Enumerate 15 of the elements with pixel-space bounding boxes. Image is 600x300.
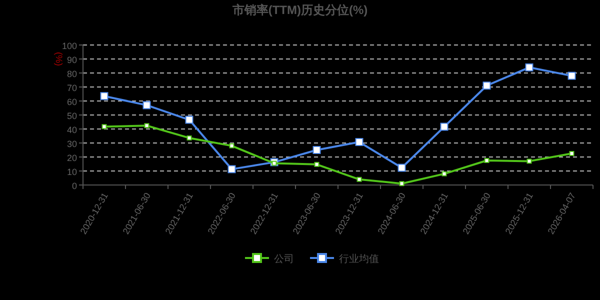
y-tick-label: 50 [66, 111, 77, 121]
chart-title: 市销率(TTM)历史分位(%) [231, 3, 368, 17]
legend-label: 公司 [274, 253, 294, 265]
y-tick-label: 100 [62, 41, 77, 51]
y-tick-label: 80 [66, 69, 77, 79]
y-tick-label: 10 [66, 167, 77, 177]
y-axis-title: (%) [54, 52, 64, 66]
y-tick-label: 40 [66, 125, 77, 135]
y-tick-label: 30 [66, 139, 77, 149]
y-tick-label: 0 [72, 181, 77, 191]
legend-label: 行业均值 [339, 253, 379, 265]
y-tick-label: 70 [66, 83, 77, 93]
y-tick-label: 20 [66, 153, 77, 163]
y-tick-label: 60 [66, 97, 77, 107]
y-tick-label: 90 [66, 55, 77, 65]
